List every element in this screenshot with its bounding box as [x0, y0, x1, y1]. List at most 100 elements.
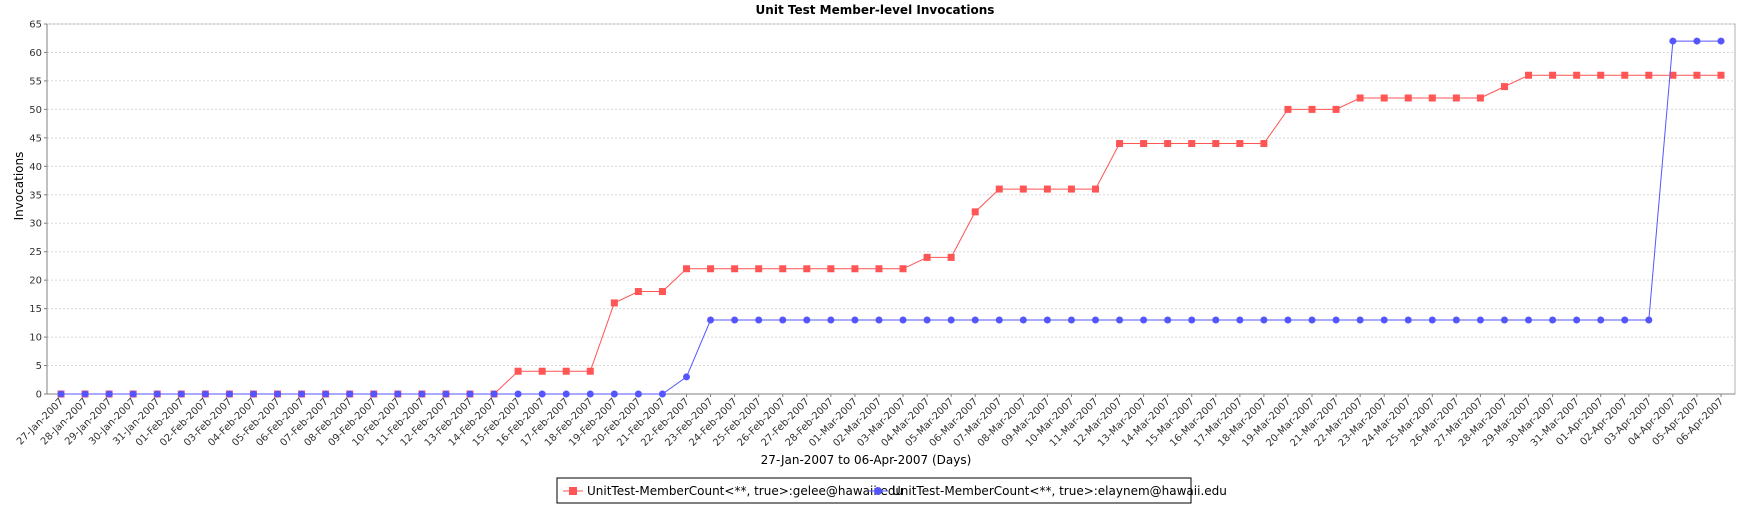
data-point	[683, 265, 691, 273]
data-point	[466, 390, 474, 398]
data-point	[1621, 316, 1629, 324]
data-point	[370, 390, 378, 398]
data-point	[875, 316, 883, 324]
series-line-1	[61, 40, 1721, 395]
data-point	[1212, 140, 1220, 148]
data-point	[731, 265, 739, 273]
data-point	[322, 390, 330, 398]
data-point	[995, 316, 1003, 324]
data-point	[1188, 316, 1196, 324]
data-point	[490, 390, 498, 398]
data-point	[57, 390, 65, 398]
data-point	[201, 390, 209, 398]
data-point	[875, 265, 883, 273]
data-point	[1669, 37, 1677, 45]
data-point	[1356, 94, 1364, 102]
data-point	[1164, 316, 1172, 324]
data-point	[1188, 140, 1196, 148]
data-point	[346, 390, 354, 398]
data-point	[1116, 316, 1124, 324]
y-tick-label: 10	[29, 333, 42, 344]
data-point	[1693, 71, 1701, 79]
data-point	[634, 288, 642, 296]
data-point	[1573, 316, 1581, 324]
data-point	[1380, 94, 1388, 102]
data-point	[827, 265, 835, 273]
data-point	[1091, 185, 1099, 193]
data-point	[1645, 71, 1653, 79]
data-point	[1043, 185, 1051, 193]
data-point	[1332, 316, 1340, 324]
grid-lines	[46, 23, 1736, 395]
data-point	[971, 208, 979, 216]
y-tick-label: 25	[29, 247, 42, 258]
data-point	[803, 265, 811, 273]
data-point	[1140, 316, 1148, 324]
data-point	[851, 316, 859, 324]
data-point	[658, 288, 666, 296]
data-point	[1164, 140, 1172, 148]
data-point	[538, 367, 546, 375]
y-tick-label: 65	[29, 20, 42, 31]
data-point	[947, 253, 955, 261]
data-point	[1308, 105, 1316, 113]
data-point	[947, 316, 955, 324]
data-point	[755, 316, 763, 324]
data-point	[1043, 316, 1051, 324]
data-point	[707, 316, 715, 324]
legend-item-gelee: UnitTest-MemberCount<**, true>:gelee@haw…	[563, 484, 903, 498]
y-tick-label: 30	[29, 219, 42, 230]
data-point	[923, 316, 931, 324]
data-point	[1308, 316, 1316, 324]
y-tick-label: 55	[29, 76, 42, 87]
legend-item-elaynem: UnitTest-MemberCount<**, true>:elaynem@h…	[868, 484, 1227, 498]
data-point	[1525, 71, 1533, 79]
data-point	[1452, 94, 1460, 102]
y-tick-label: 40	[29, 162, 42, 173]
data-point	[899, 316, 907, 324]
y-tick-label: 20	[29, 276, 42, 287]
data-point	[1549, 71, 1557, 79]
legend-marker-elaynem	[874, 487, 882, 495]
data-point	[129, 390, 137, 398]
y-axis-label: Invocations	[12, 152, 26, 221]
data-point	[562, 367, 570, 375]
data-point	[1645, 316, 1653, 324]
y-tick-label: 15	[29, 304, 42, 315]
y-tick-label: 0	[36, 390, 42, 401]
data-point	[1260, 316, 1268, 324]
series-layer	[57, 37, 1725, 398]
data-point	[274, 390, 282, 398]
data-point	[971, 316, 979, 324]
data-point	[1549, 316, 1557, 324]
data-point	[1428, 316, 1436, 324]
data-point	[1260, 140, 1268, 148]
plot-area	[46, 23, 1736, 395]
data-point	[1019, 316, 1027, 324]
y-axis: 0 5 10 15 20 25 30 35 40 45 50 55 60 65	[29, 20, 48, 401]
data-point	[1404, 94, 1412, 102]
data-point	[1597, 316, 1605, 324]
data-point	[298, 390, 306, 398]
y-tick-label: 60	[29, 48, 42, 59]
data-point	[1476, 94, 1484, 102]
data-point	[1573, 71, 1581, 79]
data-point	[1116, 140, 1124, 148]
data-point	[803, 316, 811, 324]
data-point	[105, 390, 113, 398]
y-tick-label: 45	[29, 133, 42, 144]
data-point	[1404, 316, 1412, 324]
data-point	[1284, 105, 1292, 113]
data-point	[899, 265, 907, 273]
legend-label-gelee: UnitTest-MemberCount<**, true>:gelee@haw…	[587, 484, 903, 498]
data-point	[779, 265, 787, 273]
data-point	[153, 390, 161, 398]
data-point	[1693, 37, 1701, 45]
x-axis: 27-Jan-200728-Jan-200729-Jan-200730-Jan-…	[15, 393, 1735, 449]
data-point	[1091, 316, 1099, 324]
data-point	[1597, 71, 1605, 79]
data-point	[1067, 316, 1075, 324]
data-point	[562, 390, 570, 398]
data-point	[1500, 83, 1508, 91]
